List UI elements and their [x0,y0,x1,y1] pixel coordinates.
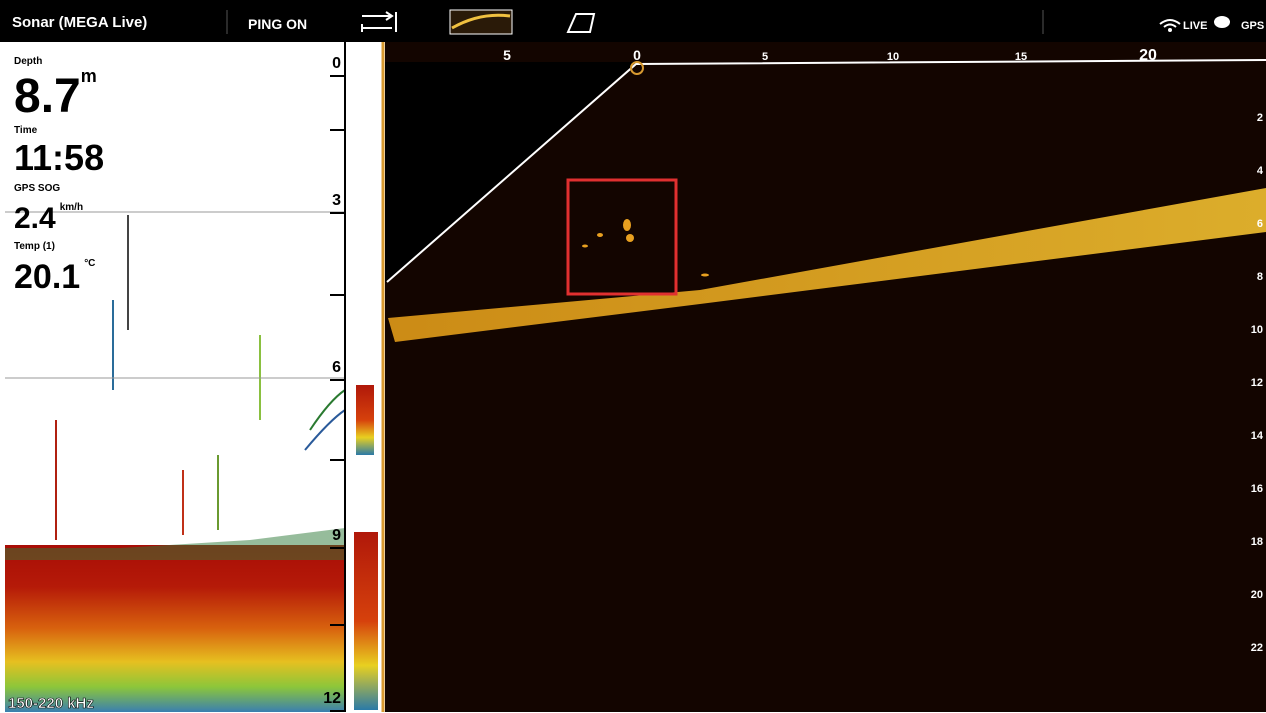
app-title[interactable]: Sonar (MEGA Live) [12,14,147,31]
readout-label: Depth [14,56,42,67]
value: 2.4 [14,202,56,235]
range-label: 15 [1015,51,1027,63]
unit: °C [84,258,95,269]
value: 20.1 [14,258,80,296]
live-depth-label: 18 [1251,536,1263,548]
readout-label: GPS SOG [14,183,60,194]
ping-toggle[interactable]: PING ON [248,16,307,32]
range-label: 10 [887,51,899,63]
range-label: 5 [762,51,768,63]
live-depth-label: 20 [1251,589,1263,601]
sonar-screen: Sonar (MEGA Live) PING ON LIVE GPS Depth… [0,0,1266,713]
view-thumbnail[interactable] [450,10,512,34]
depth-label: 6 [332,359,341,376]
live-depth-label: 4 [1257,165,1264,177]
live-depth-label: 16 [1251,483,1263,495]
gps-status: GPS [1241,20,1264,32]
frequency: 150-220 kHz [8,695,94,712]
range-label: 20 [1139,47,1157,64]
live-depth-label: 8 [1257,271,1263,283]
flasher-return [356,385,374,455]
depth-label: 12 [323,690,341,707]
depth-label: 9 [332,527,341,544]
range-label: 0 [633,47,641,63]
live-status: LIVE [1183,20,1207,32]
live-depth-label: 2 [1257,112,1263,124]
unit: km/h [60,202,83,213]
wifi-dot [1168,28,1172,32]
depth-label: 3 [332,192,341,209]
flasher-bottom [354,532,378,710]
readout-label: Temp (1) [14,241,55,252]
top-bar [0,0,1266,42]
depth-label: 0 [332,55,341,72]
transducer-icon [1214,16,1230,28]
range-label: 5 [503,47,511,63]
live-depth-label: 10 [1251,324,1263,336]
readout-value: 11:58 [14,137,104,178]
live-depth-label: 12 [1251,377,1263,389]
page: Sonar (MEGA Live) PING ON LIVE GPS Depth… [0,0,1266,713]
readout-label: Time [14,125,38,136]
bottom-echo [5,545,345,712]
unit: m [81,66,97,86]
live-depth-label: 6 [1257,218,1263,230]
value: 8.7 [14,70,81,123]
live-depth-label: 14 [1251,430,1264,442]
live-depth-label: 22 [1251,642,1263,654]
